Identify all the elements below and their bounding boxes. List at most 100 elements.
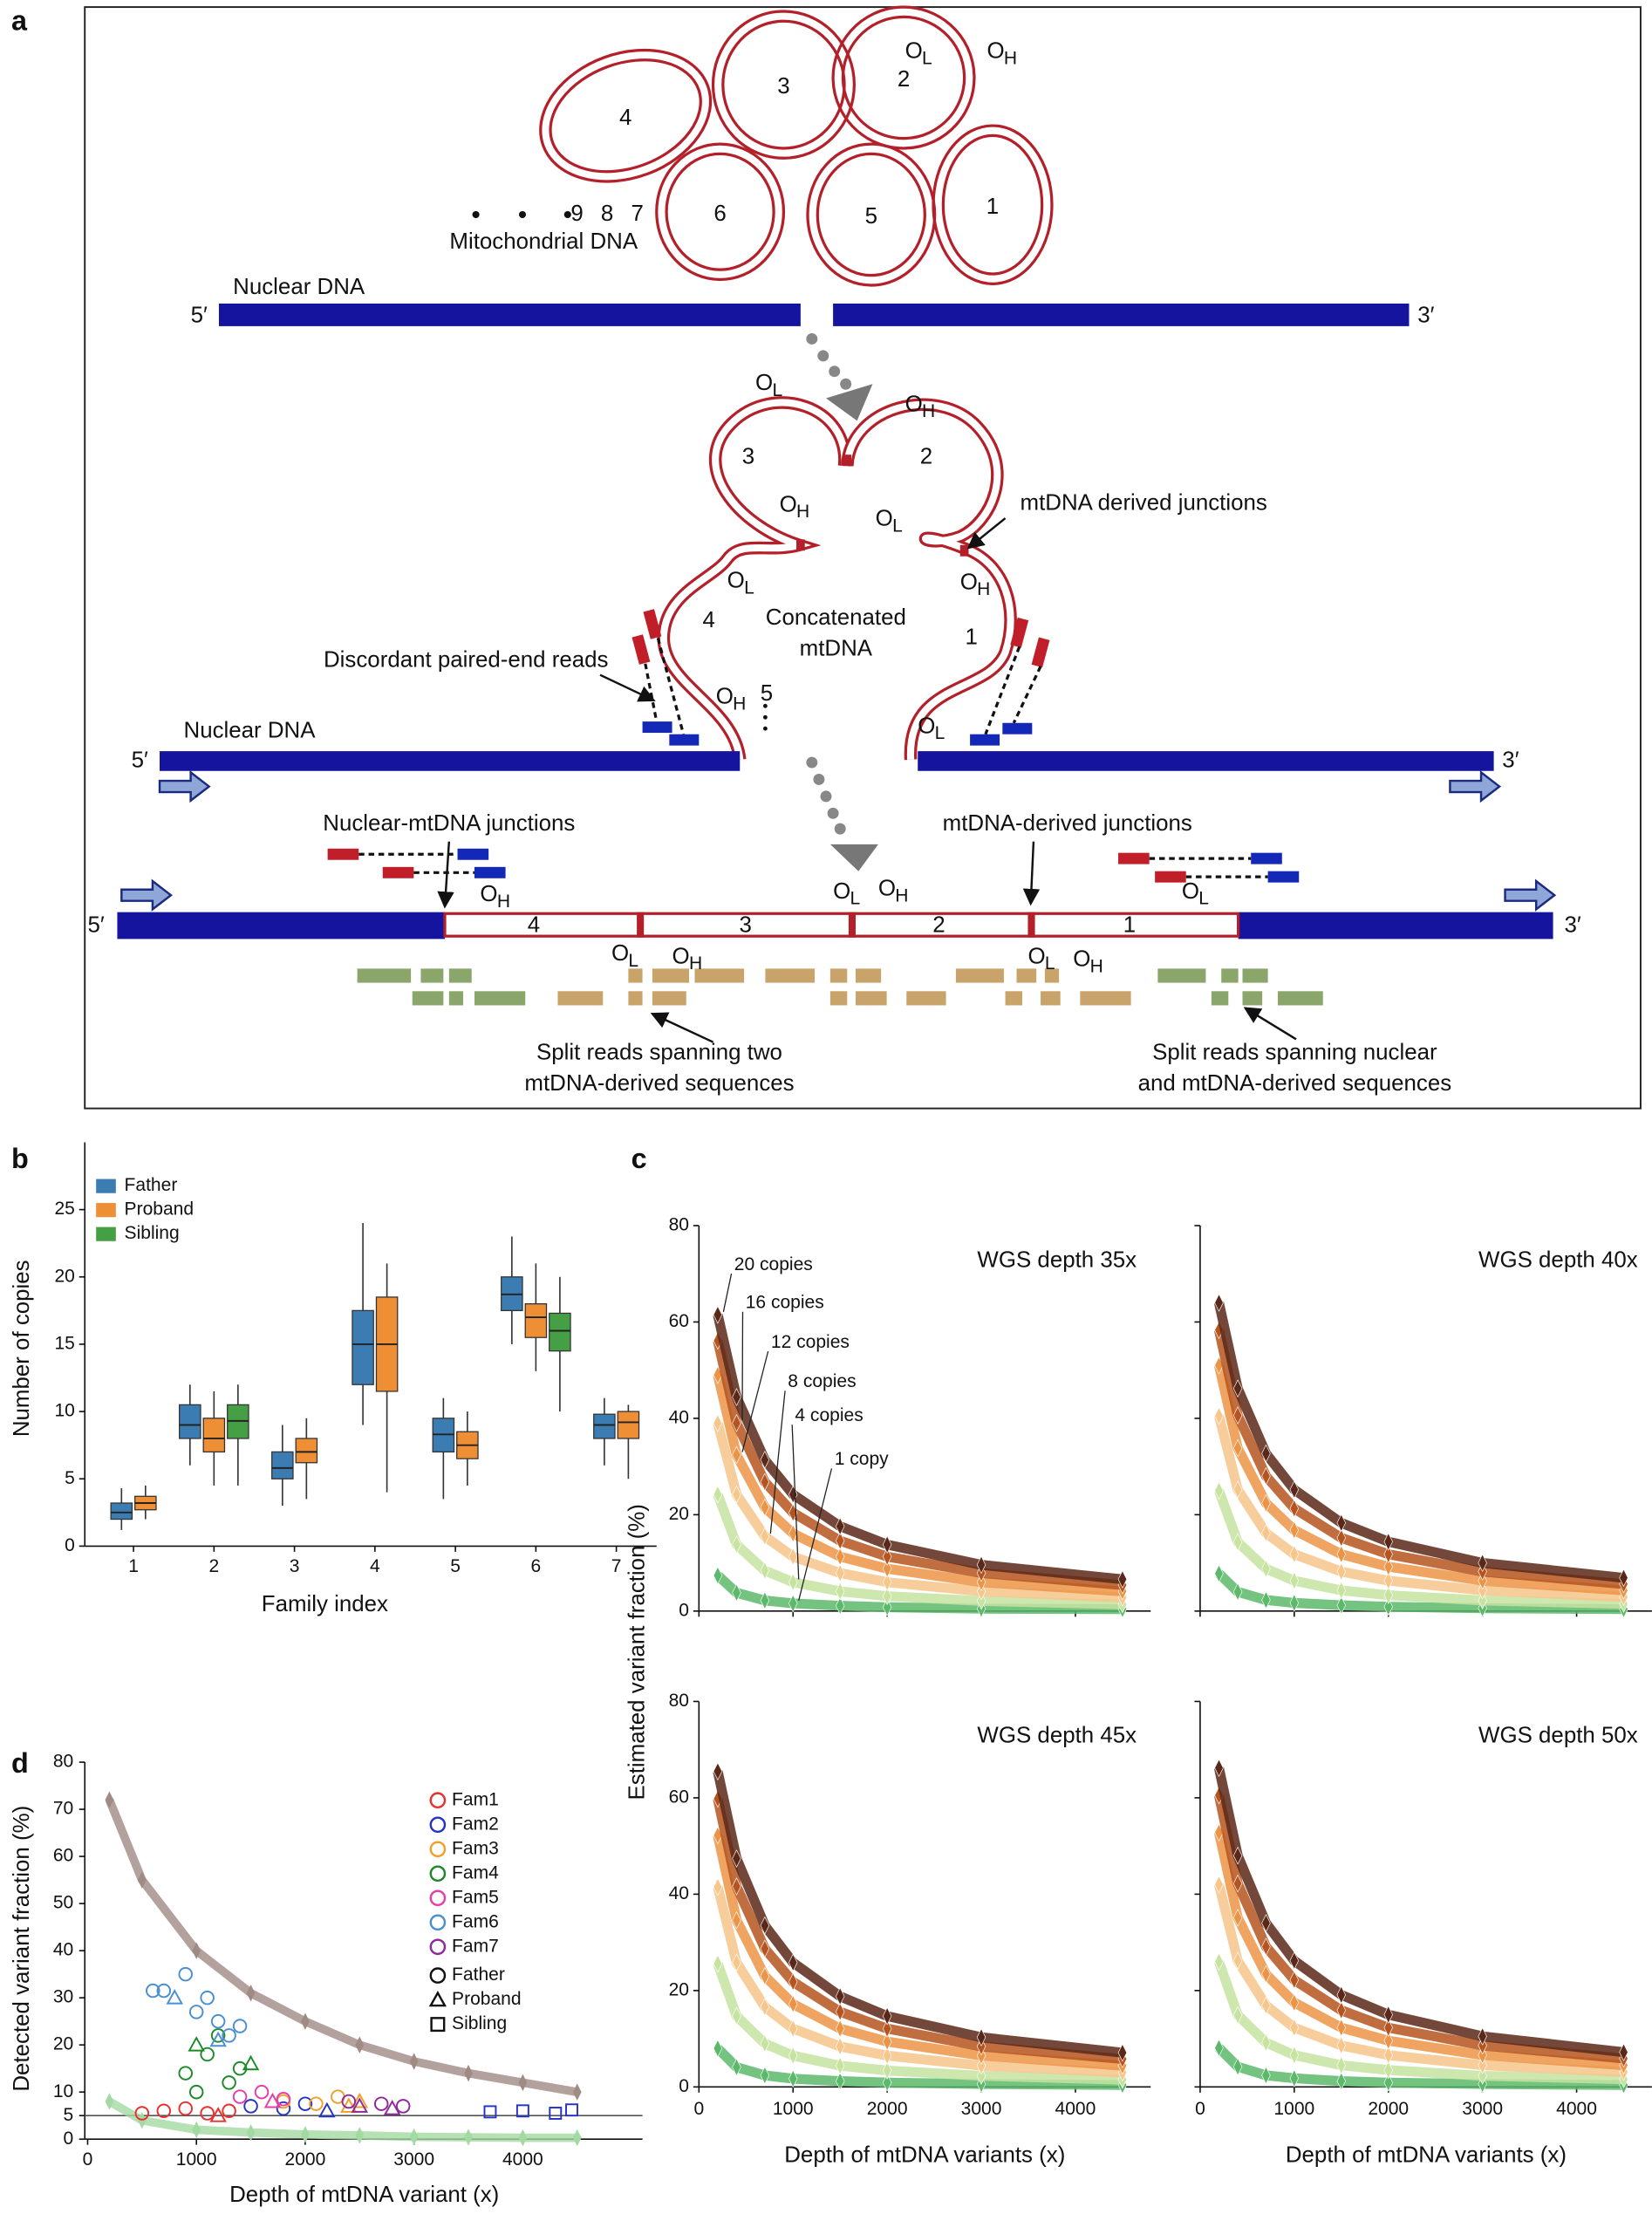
y-tick-label: 80 [669, 1691, 689, 1711]
split-read [652, 991, 686, 1006]
flow-dot [806, 756, 818, 769]
point [222, 2075, 236, 2090]
y-tick-label: 0 [64, 2129, 74, 2149]
expected-point [572, 2083, 582, 2101]
origin-subscript: H [497, 892, 510, 912]
copy-point [976, 2037, 986, 2056]
y-tick-label: 40 [669, 1407, 689, 1427]
legend-label: Fam2 [452, 1814, 499, 1834]
x-tick-label: 2 [208, 1556, 219, 1576]
y-axis-label: Number of copies [10, 1260, 34, 1437]
origin-label: O [918, 714, 935, 738]
legend-label: Fam6 [452, 1911, 499, 1931]
ring-inner [941, 133, 1044, 276]
copy-point [835, 1547, 845, 1566]
copy-curve [713, 1493, 1123, 1609]
point [178, 1966, 193, 1982]
y-tick-label: 15 [54, 1333, 74, 1353]
read-pair-link [1012, 666, 1042, 724]
copy-point [1214, 1406, 1224, 1425]
label: Nuclear-mtDNA junctions [323, 811, 575, 836]
y-tick-label: 10 [53, 2081, 73, 2101]
copy-point [760, 1527, 770, 1546]
legend-symbol [429, 1914, 447, 1931]
annotation: 16 copies [746, 1293, 824, 1313]
copy-point [1214, 1481, 1224, 1500]
y-tick-label: 5 [64, 2105, 74, 2125]
copy-point [788, 2069, 798, 2088]
point [276, 2101, 291, 2116]
copy-point [882, 1573, 892, 1592]
y-tick-label: 30 [53, 1987, 73, 2007]
box [110, 1502, 133, 1520]
annotation-leader [769, 1391, 786, 1534]
copy-point [1336, 1581, 1347, 1600]
legend-label: Fam7 [452, 1936, 499, 1956]
label: Mitochondrial DNA [449, 229, 638, 254]
copy-point [835, 1563, 845, 1582]
copy-point [882, 1535, 892, 1555]
copy-point [760, 1966, 770, 1985]
point [178, 2101, 193, 2116]
copy-curve [713, 1313, 1123, 1585]
panel-label: d [11, 1747, 29, 1779]
copy-point [882, 1597, 892, 1616]
ring-inner [549, 58, 702, 174]
copy-point [976, 2056, 986, 2075]
origin-label: O [878, 877, 896, 901]
expected-point [355, 2036, 365, 2053]
concat-mtdna-inner [843, 400, 1014, 761]
box [549, 1312, 571, 1352]
box [179, 1404, 201, 1439]
legend-label: Father [452, 1965, 505, 1985]
flow-dot [834, 823, 846, 835]
x-tick-label: 4000 [502, 2149, 543, 2170]
ring-outer [711, 10, 856, 160]
subplot-title: WGS depth 40x [1478, 1247, 1638, 1272]
x-axis-label: Depth of mtDNA variants (x) [784, 2142, 1065, 2167]
copy-point [1261, 1965, 1271, 1984]
copy-curve [1213, 1794, 1625, 2064]
copy-point [882, 1559, 892, 1578]
point [515, 2104, 529, 2118]
copy-point [1289, 1545, 1300, 1564]
legend-label: Proband [452, 1989, 522, 2009]
point [341, 2094, 357, 2109]
ring-number: 2 [898, 67, 910, 92]
label: 3′ [1565, 913, 1581, 938]
copy-point [1478, 1571, 1487, 1590]
split-read [1211, 991, 1229, 1006]
x-tick-label: 1000 [773, 2099, 814, 2119]
x-tick-label: 3 [290, 1556, 300, 1576]
label: 3′ [1417, 303, 1434, 327]
origin-subscript: L [1198, 889, 1209, 909]
copy-point [788, 1524, 798, 1543]
direction-arrow [1449, 769, 1502, 803]
copy-point [1336, 1545, 1347, 1564]
copy-point [1261, 1493, 1271, 1513]
copy-point [732, 1445, 741, 1465]
y-tick-label: 80 [53, 1752, 73, 1772]
copy-point [713, 2039, 723, 2058]
origin-subscript: L [850, 889, 861, 909]
copy-point [882, 1587, 892, 1606]
label: Discordant paired-end reads [324, 647, 609, 672]
annotation-leader [741, 1350, 769, 1452]
point [263, 2092, 282, 2108]
ellipsis-dot [472, 210, 480, 219]
read-nuclear [1002, 722, 1033, 735]
point [297, 2096, 313, 2111]
ellipsis-dot [762, 703, 768, 708]
split-read [765, 968, 816, 983]
read-mt [1155, 871, 1186, 883]
copy-point [1261, 1590, 1271, 1609]
x-tick-label: 4000 [1556, 2099, 1597, 2119]
y-tick-label: 60 [669, 1311, 689, 1331]
x-tick-label: 4000 [1055, 2099, 1096, 2119]
copy-point [732, 2006, 741, 2026]
y-tick-label: 60 [53, 1846, 73, 1866]
copy-point [1619, 2043, 1628, 2061]
copy-point [1336, 1985, 1347, 2005]
copy-point [835, 2072, 845, 2091]
split-read [955, 968, 1004, 983]
